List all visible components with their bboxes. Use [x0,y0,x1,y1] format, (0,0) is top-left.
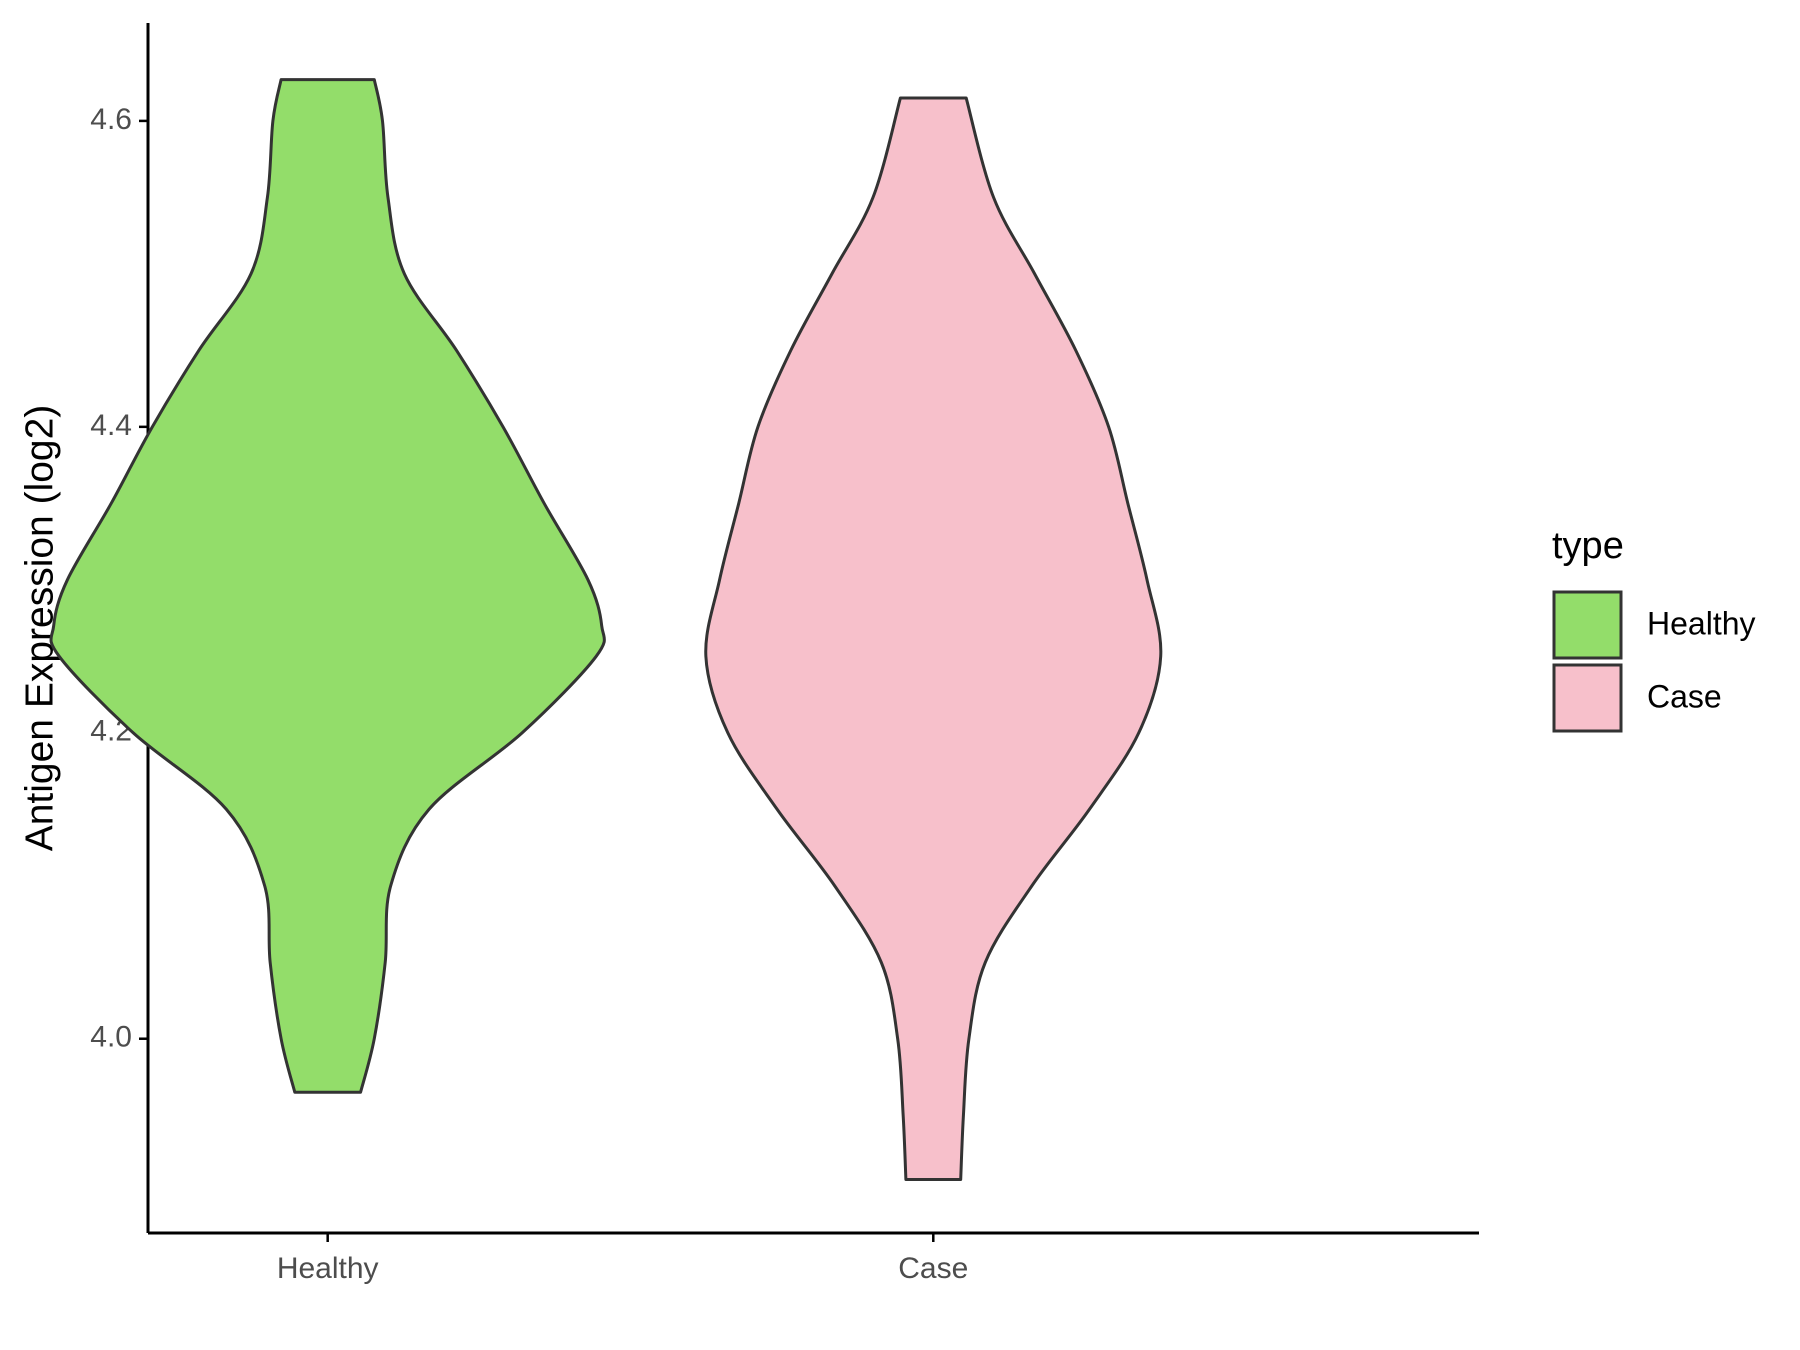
violin [49,78,606,1094]
legend-label: Healthy [1647,605,1756,641]
violin [704,96,1163,1181]
y-tick-label: 4.6 [90,103,132,136]
legend-title: type [1552,525,1624,567]
y-tick-label: 4.0 [90,1021,132,1054]
legend-key [1552,663,1623,733]
y-tick-label: 4.4 [90,409,132,442]
x-tick-label: Case [898,1252,968,1285]
legend-key [1552,590,1623,660]
x-tick-label: Healthy [277,1252,379,1285]
legend-label: Case [1647,678,1722,714]
